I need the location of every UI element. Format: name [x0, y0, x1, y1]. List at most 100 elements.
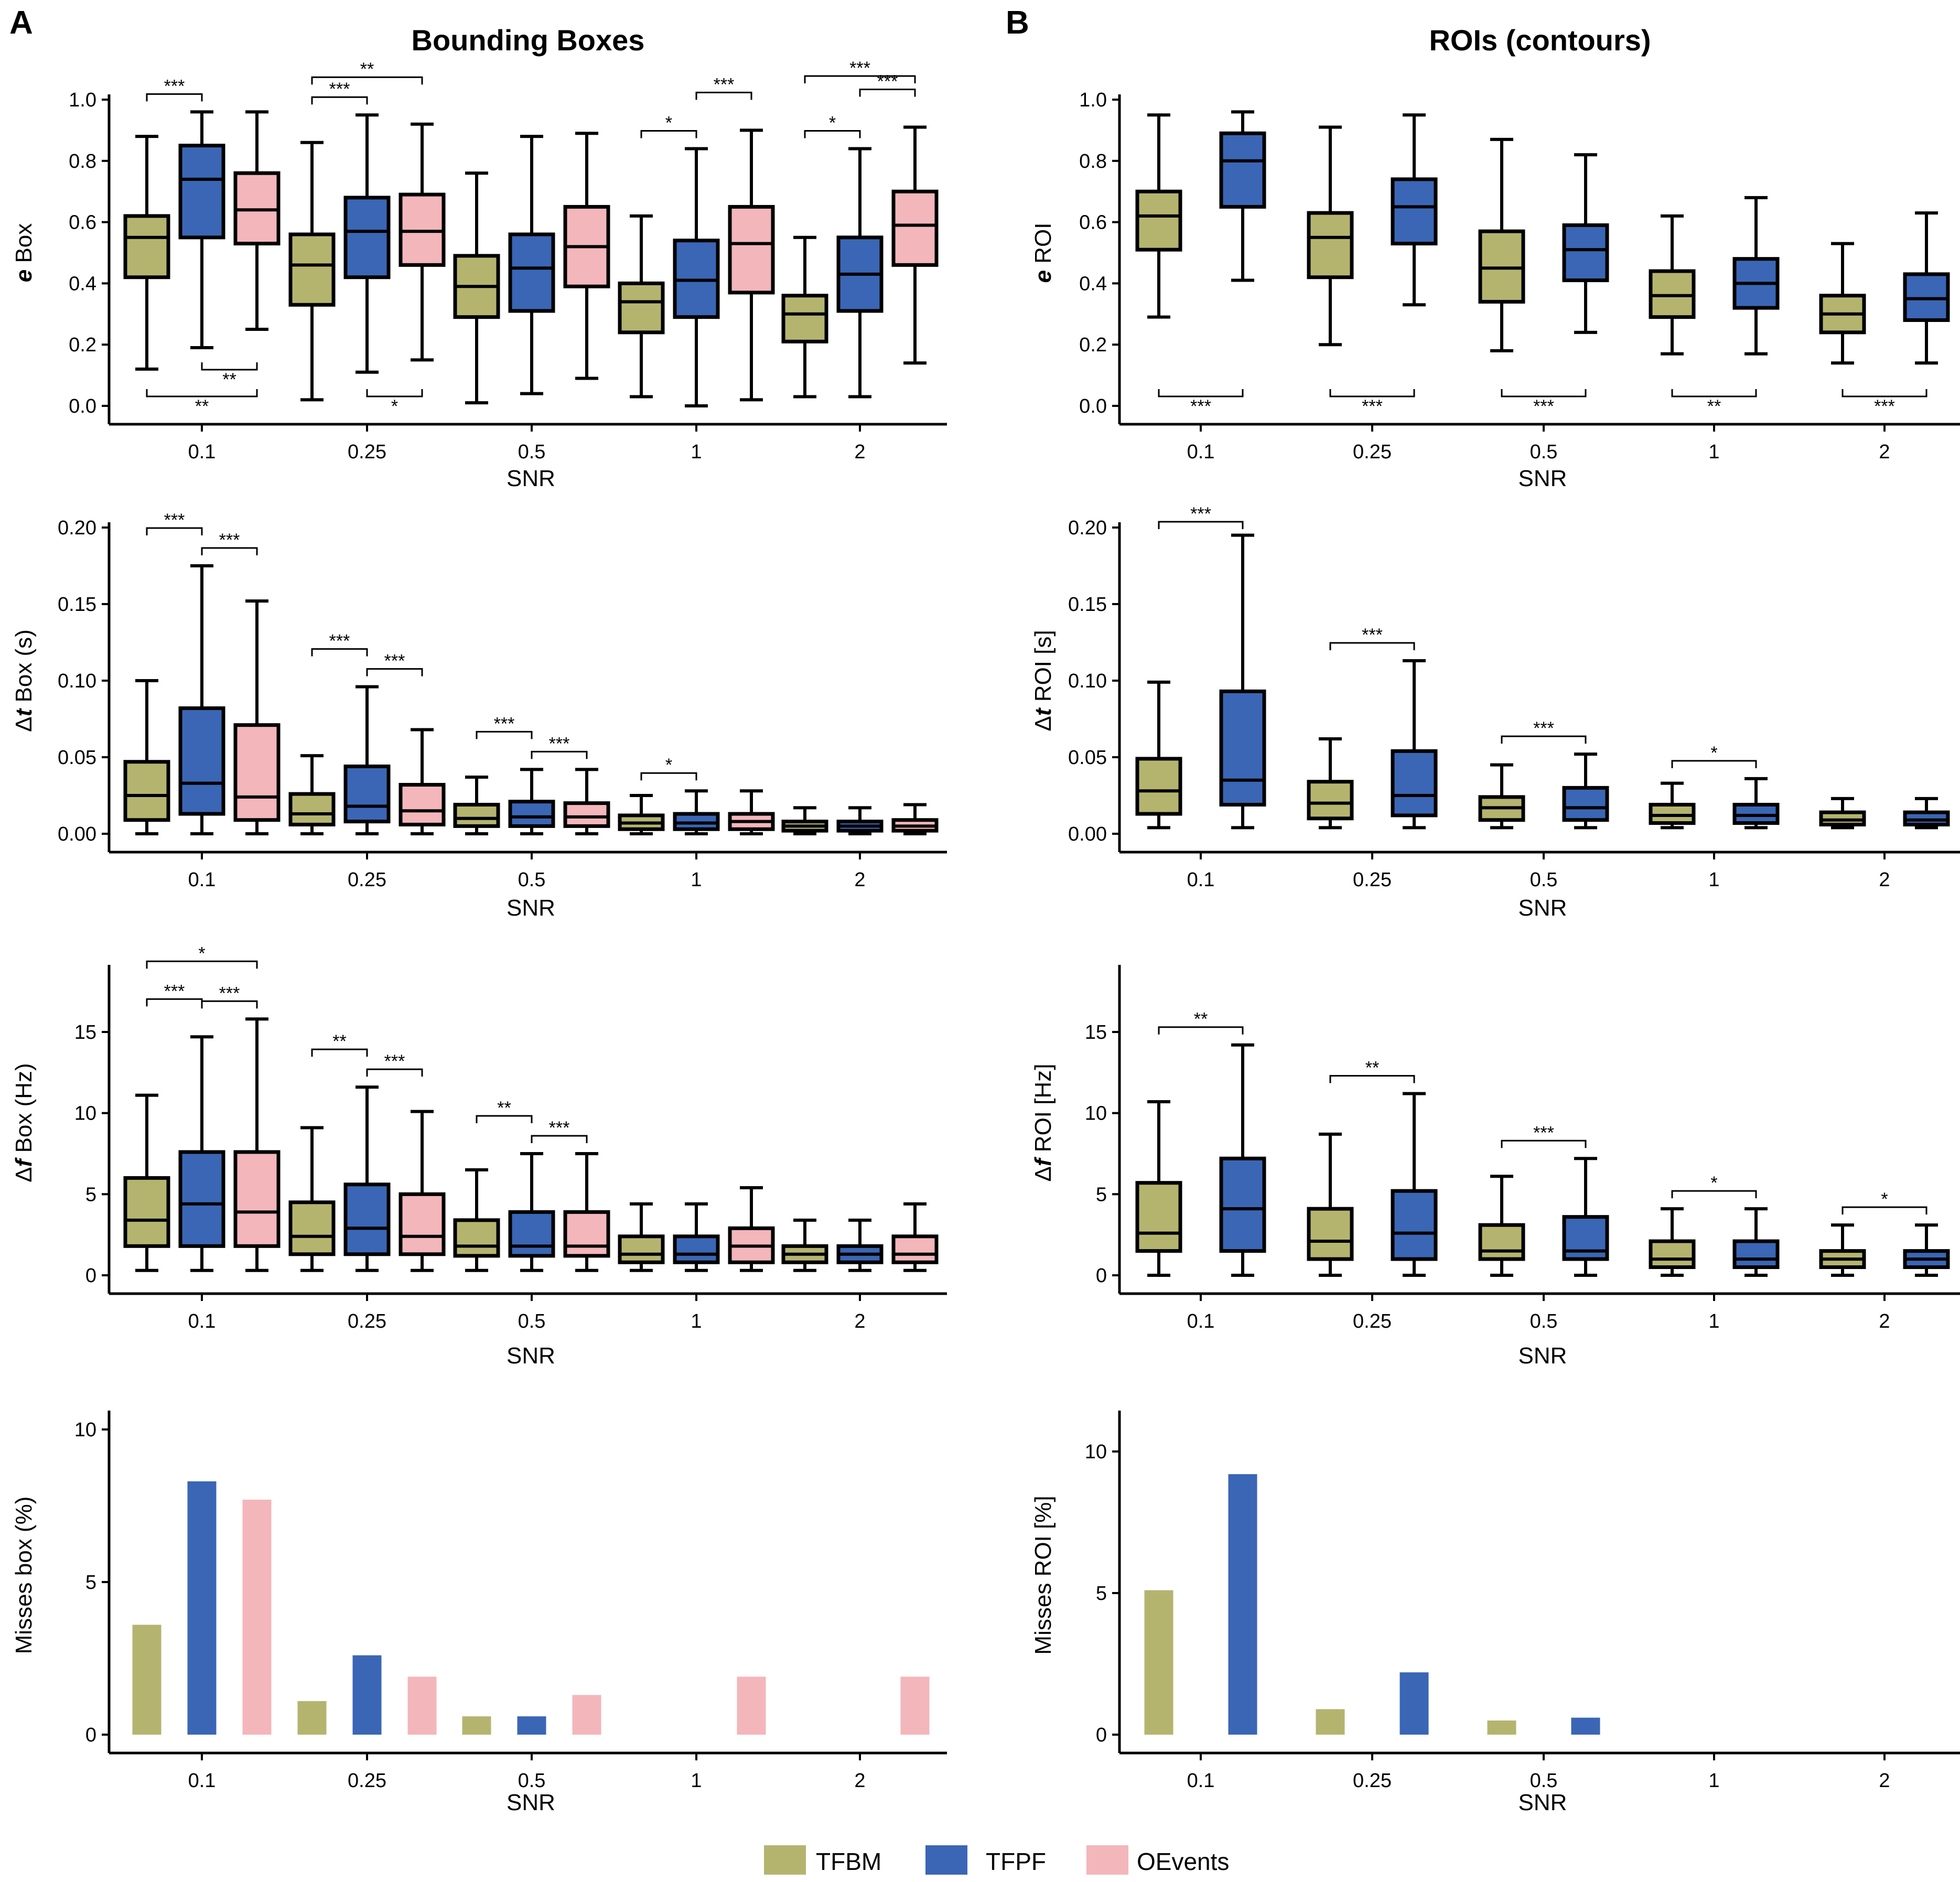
x-tick-label: 0.1: [188, 869, 216, 891]
significance-bracket: [804, 130, 861, 138]
x-tick-label: 0.5: [518, 1770, 546, 1792]
box-iqr: [453, 1218, 500, 1258]
x-axis-label: SNR: [507, 1790, 555, 1815]
x-tick-label: 1: [691, 1310, 702, 1332]
bar-oevents: [242, 1499, 272, 1735]
significance-label: ***: [329, 79, 350, 99]
significance-label: ***: [1362, 396, 1383, 416]
x-tick-label: 0.5: [1530, 1310, 1558, 1332]
box-oevents: [563, 1152, 610, 1272]
box-iqr: [781, 294, 828, 343]
box-iqr: [1391, 1189, 1438, 1261]
bar-tfpf: [517, 1716, 546, 1735]
significance-label: **: [1194, 1009, 1208, 1029]
box-tfpf: [1562, 1157, 1609, 1277]
box-tfpf: [1391, 113, 1438, 307]
significance-label: ***: [164, 510, 185, 530]
x-tick-label: 1: [1708, 869, 1719, 891]
box-iqr: [288, 1200, 336, 1256]
box-iqr: [233, 1150, 281, 1248]
box-tfbm: [1819, 797, 1866, 830]
significance-bracket: [531, 750, 588, 759]
significance-bracket: [146, 389, 258, 397]
significance-bracket: [311, 96, 368, 105]
x-tick-label: 0.5: [518, 1310, 546, 1332]
box-tfpf: [673, 147, 720, 407]
x-tick-label: 1: [691, 441, 702, 463]
box-tfpf: [1219, 533, 1266, 830]
significance-bracket: [366, 389, 423, 397]
box-iqr: [1135, 757, 1182, 816]
significance-bracket: [859, 89, 916, 97]
x-tick-label: 0.25: [348, 1770, 386, 1792]
y-tick-label: 0.2: [69, 334, 96, 356]
x-tick-label: 0.25: [1353, 1770, 1392, 1792]
box-tfbm: [618, 214, 665, 399]
box-tfbm: [123, 679, 170, 835]
x-axis-label: SNR: [507, 1343, 555, 1369]
box-tfpf: [1732, 196, 1780, 356]
box-tfbm: [123, 1093, 170, 1272]
box-iqr: [178, 144, 225, 240]
box-tfbm: [618, 794, 665, 835]
significance-label: ***: [714, 74, 735, 94]
legend-swatch-tfbm: [764, 1845, 806, 1875]
box-tfpf: [508, 135, 555, 395]
box-iqr: [399, 783, 446, 826]
bar-oevents: [900, 1676, 930, 1735]
legend-swatch-oevents: [1086, 1845, 1128, 1875]
box-iqr: [1135, 1181, 1182, 1253]
significance-bracket: [311, 1048, 368, 1057]
bar-tfbm: [1144, 1590, 1173, 1735]
box-tfpf: [1219, 1043, 1266, 1277]
box-iqr: [123, 760, 170, 822]
x-axis-label: SNR: [1519, 895, 1567, 921]
box-tfbm: [1649, 781, 1696, 830]
x-tick-label: 0.1: [188, 441, 216, 463]
box-iqr: [1562, 223, 1609, 283]
significance-bracket: [1501, 1139, 1587, 1148]
significance-label: ***: [1190, 504, 1211, 524]
box-tfpf: [1562, 153, 1609, 334]
significance-label: ***: [164, 981, 185, 1001]
y-tick-label: 10: [1085, 1103, 1107, 1125]
x-axis-label: SNR: [507, 895, 555, 921]
bar-tfbm: [1316, 1709, 1345, 1735]
y-tick-label: 0.10: [1068, 670, 1107, 692]
x-tick-label: 1: [1708, 1310, 1719, 1332]
panel-a-title: Bounding Boxes: [412, 24, 645, 57]
y-tick-label: 0.05: [1068, 747, 1107, 769]
box-tfpf: [343, 685, 391, 835]
significance-bracket: [640, 130, 697, 138]
box-iqr: [673, 1234, 720, 1264]
box-iqr: [1307, 780, 1354, 821]
box-iqr: [1307, 1207, 1354, 1261]
significance-label: *: [665, 113, 672, 133]
y-tick-label: 5: [1096, 1184, 1107, 1206]
x-tick-label: 2: [854, 1310, 865, 1332]
significance-label: **: [222, 370, 236, 390]
box-iqr: [508, 1210, 555, 1258]
box-tfbm: [453, 171, 500, 405]
x-tick-label: 1: [1708, 441, 1719, 463]
x-tick-label: 1: [1708, 1770, 1719, 1792]
box-iqr: [343, 765, 391, 824]
significance-label: ***: [849, 58, 870, 78]
significance-label: *: [391, 396, 398, 416]
box-iqr: [1391, 749, 1438, 818]
x-axis-label: SNR: [1519, 1790, 1567, 1815]
box-oevents: [728, 128, 775, 402]
legend: TFBM TFPF OEvents: [764, 1845, 1229, 1875]
significance-label: ***: [1533, 1123, 1554, 1143]
significance-bracket: [1841, 389, 1927, 397]
significance-bracket: [146, 960, 258, 969]
box-iqr: [1219, 689, 1266, 807]
significance-bracket: [146, 527, 203, 535]
box-iqr: [288, 792, 336, 826]
significance-label: ***: [219, 983, 240, 1003]
box-tfbm: [618, 1202, 665, 1272]
bar-tfbm: [462, 1716, 491, 1735]
significance-bracket: [201, 362, 258, 371]
box-oevents: [233, 1017, 281, 1272]
